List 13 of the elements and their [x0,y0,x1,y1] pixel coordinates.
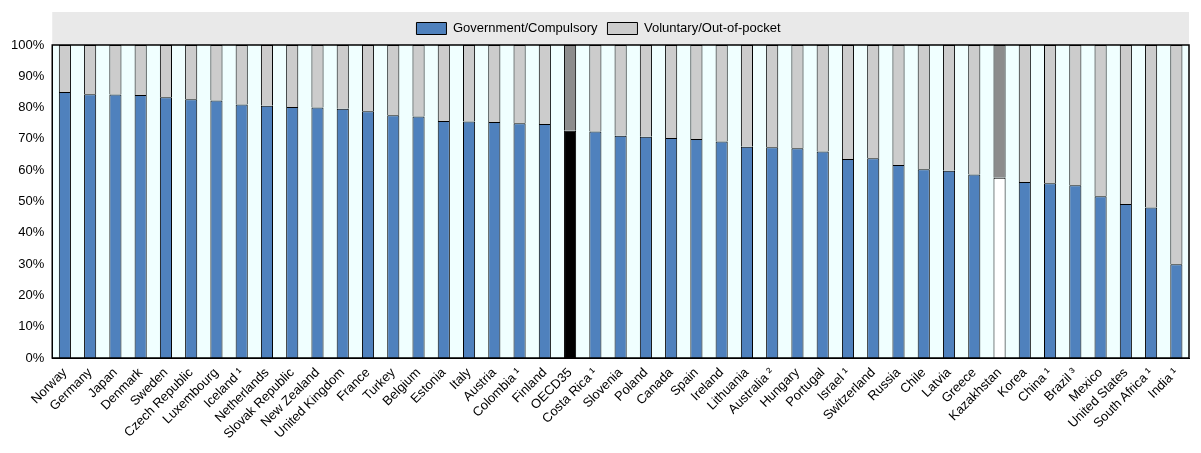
y-tick-label: 40% [18,224,45,240]
y-tick-label: 70% [18,130,45,146]
y-tick-label: 10% [18,318,45,334]
legend-label: Government/Compulsory [452,20,598,36]
y-tick-label: 100% [11,36,45,52]
legend-label: Voluntary/Out-of-pocket [643,20,781,36]
y-tick-label: 30% [18,255,45,271]
y-tick-label: 50% [18,193,45,209]
y-tick-label: 20% [18,287,45,303]
y-tick-label: 60% [18,161,45,177]
y-tick-label: 80% [18,99,45,115]
y-tick-label: 0% [25,349,45,365]
y-tick-label: 90% [18,67,45,83]
